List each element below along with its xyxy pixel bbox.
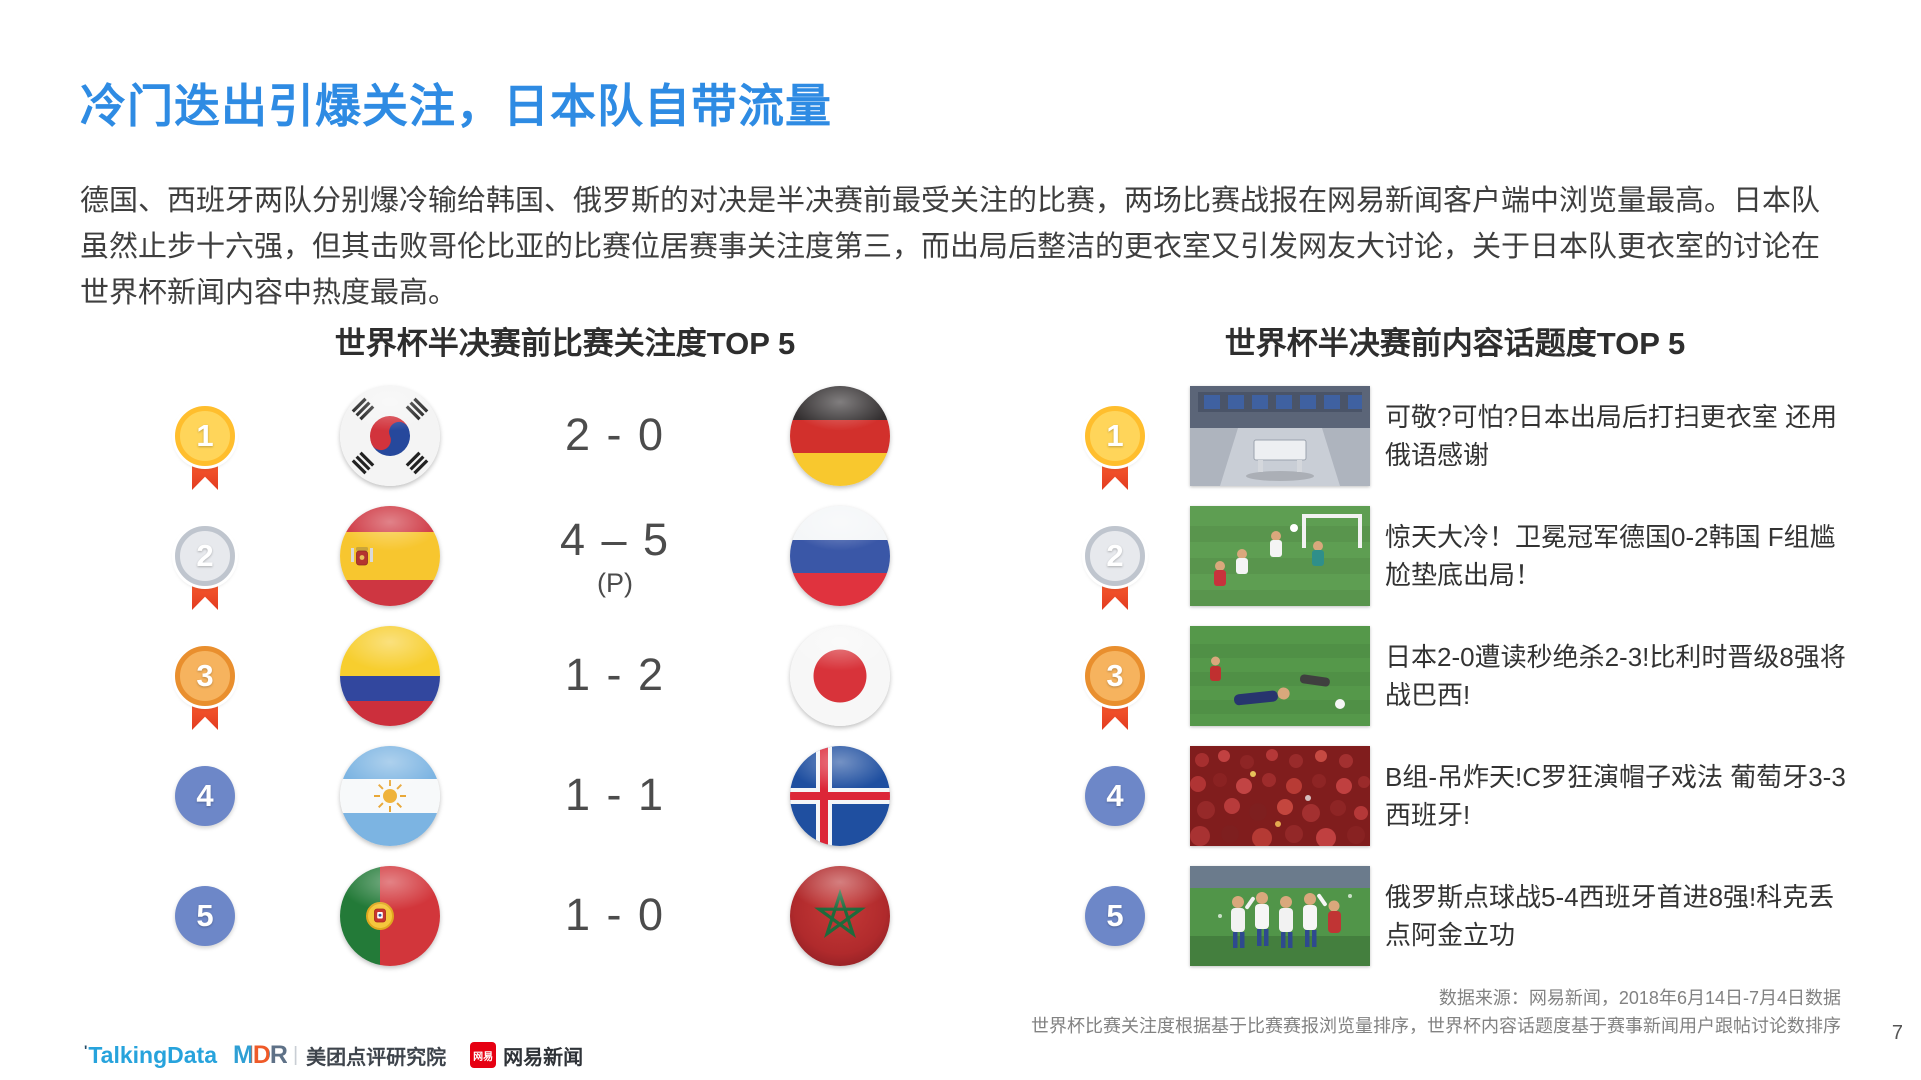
score-note: (P) [597,567,633,598]
page-title: 冷门迭出引爆关注，日本队自带流量 [80,80,832,132]
news-row-4: 4 B组-吊炸天!C罗狂演帽子戏法 葡萄牙3-3西班牙! [1055,736,1855,856]
score-cell: 1 - 2 [565,649,665,703]
match-row-4: 4 1 - 1 [120,736,940,856]
match-row-3: 3 1 - 2 [120,616,940,736]
score-text: 1 - 1 [564,769,666,820]
rank-1-medal: 1 [1085,406,1145,490]
match-row-5: 5 1 - 0 [120,856,940,976]
rank-3-medal: 3 [1085,646,1145,730]
rank-2-medal: 2 [175,526,235,610]
score-text: 4 – 5 [559,513,671,565]
score-cell: 1 - 0 [565,889,665,943]
news-headline: B组-吊炸天!C罗狂演帽子戏法 葡萄牙3-3西班牙! [1385,762,1846,830]
rank-4-badge: 4 [175,766,235,826]
data-source-line2: 世界杯比赛关注度根据基于比赛赛报浏览量排序，世界杯内容话题度基于赛事新闻用户跟帖… [1031,1016,1841,1036]
news-row-2: 2 惊天大冷！卫冕冠军德国0-2韩国 F组尴尬垫底出局！ [1055,496,1855,616]
flag-morocco-icon [790,866,890,966]
flag-russia-icon [790,506,890,606]
rank-number: 2 [175,526,235,586]
rank-number: 4 [175,766,235,826]
rank-1-medal: 1 [175,406,235,490]
match-row-2: 2 4 – 5 (P) [120,496,940,616]
flag-spain-icon [340,506,440,606]
data-source-note: 数据来源：网易新闻，2018年6月14日-7月4日数据 世界杯比赛关注度根据基于… [1031,984,1841,1040]
locker-room-photo [1190,386,1370,486]
news-headline: 可敬?可怕?日本出局后打扫更衣室 还用俄语感谢 [1385,402,1838,470]
right-panel-title: 世界杯半决赛前内容话题度TOP 5 [1224,326,1686,361]
flag-colombia-icon [340,626,440,726]
rank-number: 1 [175,406,235,466]
flag-germany-icon [790,386,890,486]
netease-logo-icon: 网易 [470,1042,497,1068]
flag-argentina-icon [340,746,440,846]
rank-number: 1 [1085,406,1145,466]
russia-spain-celebration-photo [1190,866,1370,966]
news-headline: 日本2-0遭读秒绝杀2-3!比利时晋级8强将战巴西! [1385,642,1846,710]
rank-number: 5 [175,886,235,946]
flag-iceland-icon [790,746,890,846]
score-cell: 4 – 5 (P) [560,514,670,599]
rank-2-medal: 2 [1085,526,1145,610]
rank-5-badge: 5 [175,886,235,946]
news-ranking-list: 1 可敬?可怕?日本出局后打扫更衣室 还用俄语感谢 2 [1055,376,1855,976]
logo-bar: 'TalkingData MDR | 美团点评研究院 网易 网易新闻 [84,1040,583,1070]
flag-south-korea-icon [340,386,440,486]
news-row-1: 1 可敬?可怕?日本出局后打扫更衣室 还用俄语感谢 [1055,376,1855,496]
score-text: 2 - 0 [564,409,666,460]
page-number: 7 [1891,1022,1903,1044]
rank-5-badge: 5 [1085,886,1145,946]
score-text: 1 - 2 [564,649,666,700]
news-row-5: 5 俄罗斯点球战5 [1055,856,1855,976]
talkingdata-logo: 'TalkingData [84,1041,217,1068]
mdr-logo: MDR [233,1040,288,1069]
data-source-line1: 数据来源：网易新闻，2018年6月14日-7月4日数据 [1438,988,1841,1008]
logo-divider: | [292,1043,299,1066]
news-headline: 俄罗斯点球战5-4西班牙首进8强!科克丢点阿金立功 [1385,882,1835,950]
match-ranking-list: 1 2 - 0 [120,376,940,976]
netease-news-logo: 网易新闻 [503,1046,584,1069]
news-row-3: 3 日本2-0遭读秒绝杀2-3!比利时晋级8强将战巴西! [1055,616,1855,736]
meituan-dianping-institute-logo: 美团点评研究院 [306,1046,447,1069]
rank-number: 3 [175,646,235,706]
rank-number: 5 [1085,886,1145,946]
rank-number: 4 [1085,766,1145,826]
left-panel-title: 世界杯半决赛前比赛关注度TOP 5 [334,326,796,361]
portugal-fans-crowd-photo [1190,746,1370,846]
rank-3-medal: 3 [175,646,235,730]
flag-japan-icon [790,626,890,726]
germany-korea-match-photo [1190,506,1370,606]
flag-portugal-icon [340,866,440,966]
talkingdata-tick-icon: ' [84,1041,88,1058]
match-row-1: 1 2 - 0 [120,376,940,496]
news-headline: 惊天大冷！卫冕冠军德国0-2韩国 F组尴尬垫底出局！ [1385,522,1836,590]
rank-4-badge: 4 [1085,766,1145,826]
rank-number: 3 [1085,646,1145,706]
score-cell: 2 - 0 [565,409,665,463]
rank-number: 2 [1085,526,1145,586]
score-text: 1 - 0 [564,889,666,940]
japan-belgium-match-photo [1190,626,1370,726]
intro-paragraph: 德国、西班牙两队分别爆冷输给韩国、俄罗斯的对决是半决赛前最受关注的比赛，两场比赛… [80,185,1821,309]
score-cell: 1 - 1 [565,769,665,823]
